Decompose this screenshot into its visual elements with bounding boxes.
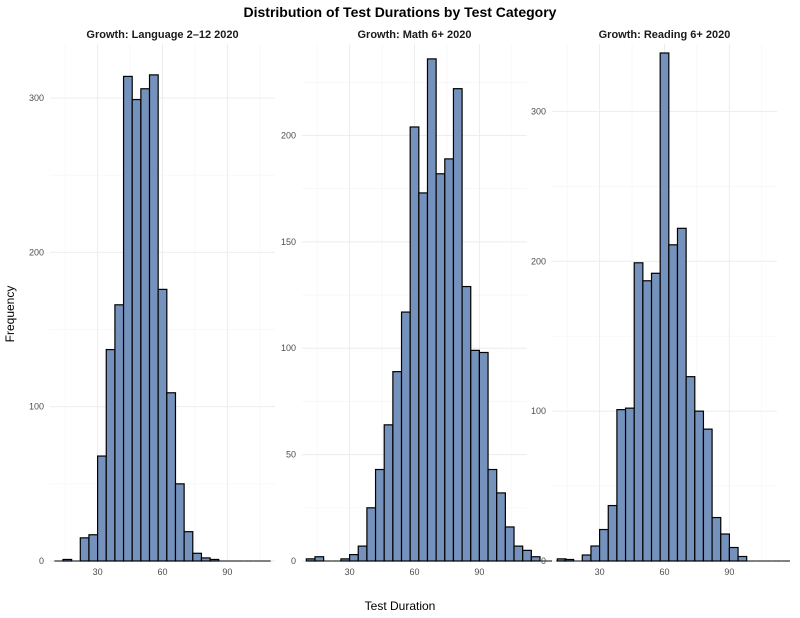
- histogram-bar: [166, 392, 177, 562]
- histogram-bar: [624, 407, 635, 562]
- histogram-bar: [114, 304, 125, 562]
- histogram-bar: [676, 227, 687, 562]
- histogram-bar: [530, 556, 541, 562]
- histogram-bar: [409, 126, 420, 562]
- histogram-bar: [366, 507, 377, 562]
- histogram-bar: [522, 549, 532, 562]
- y-tick-label: 150: [281, 237, 296, 247]
- histogram-bar: [209, 558, 220, 562]
- histogram-bar: [305, 558, 316, 562]
- y-tick-label: 300: [29, 93, 44, 103]
- histogram-bar: [183, 531, 194, 562]
- x-tick-label: 30: [595, 567, 605, 577]
- histogram-bar: [513, 545, 524, 562]
- x-tick-label: 60: [157, 567, 167, 577]
- y-tick-label: 200: [281, 130, 296, 140]
- histogram-bar: [96, 455, 107, 562]
- x-tick-label: 90: [724, 567, 734, 577]
- facet-panel: 0 100 200 300 30 60 90 Growth: Reading 6+ 2020: [531, 29, 790, 577]
- histogram-bar: [685, 376, 696, 562]
- histogram-bar: [314, 556, 325, 562]
- histogram-bar: [694, 410, 705, 562]
- histogram-bar: [340, 558, 351, 562]
- histogram-bar: [650, 272, 661, 562]
- histogram-bar: [737, 555, 748, 562]
- panel-title: Growth: Reading 6+ 2020: [599, 29, 731, 41]
- x-axis-label: Test Duration: [365, 599, 436, 613]
- histogram-bar: [131, 98, 142, 562]
- histogram-bar: [564, 558, 575, 562]
- histogram-bar: [487, 468, 498, 562]
- histogram-bar: [383, 424, 394, 562]
- y-tick-label: 0: [541, 556, 546, 566]
- histogram-bar: [444, 158, 455, 562]
- facet-panel: 0 50 100 150 200 30 60 90 Growth: Math 6+ 2020: [281, 29, 567, 577]
- y-axis-label: Frequency: [3, 286, 17, 343]
- y-tick-label: 200: [29, 247, 44, 257]
- histogram-bar: [62, 558, 73, 562]
- histogram-bar: [720, 533, 731, 562]
- histogram-bar: [633, 262, 644, 562]
- panel-title: Growth: Language 2–12 2020: [86, 29, 238, 41]
- y-tick-label: 100: [531, 406, 546, 416]
- histogram-bar: [659, 52, 670, 562]
- x-tick-label: 60: [409, 567, 419, 577]
- histogram-bar: [192, 552, 203, 562]
- histogram-bar: [348, 554, 359, 562]
- histogram-bar: [702, 428, 713, 562]
- y-tick-label: 100: [29, 402, 44, 412]
- histogram-bar: [668, 244, 679, 562]
- histogram-bar: [728, 546, 739, 562]
- histogram-bar: [122, 75, 133, 562]
- histogram-bar: [140, 88, 151, 562]
- y-tick-label: 50: [286, 450, 296, 460]
- chart-title: Distribution of Test Durations by Test C…: [244, 4, 557, 20]
- y-tick-label: 0: [39, 556, 44, 566]
- histogram-bar: [88, 534, 99, 562]
- histogram-bar: [607, 504, 618, 562]
- y-tick-label: 0: [291, 556, 296, 566]
- histogram-bar: [148, 74, 159, 562]
- histogram-bar: [504, 526, 515, 562]
- x-tick-label: 90: [474, 567, 484, 577]
- x-tick-label: 60: [659, 567, 669, 577]
- histogram-bar: [452, 88, 463, 562]
- histogram-bar: [392, 371, 403, 562]
- histogram-bar: [418, 192, 429, 562]
- histogram-bar: [470, 349, 481, 562]
- histogram-bar: [616, 409, 627, 562]
- histogram-bar: [581, 554, 592, 562]
- panel-title: Growth: Math 6+ 2020: [357, 29, 471, 41]
- histogram-bar: [642, 280, 653, 562]
- histogram-bar: [461, 285, 472, 562]
- histogram-bar: [79, 537, 90, 562]
- y-tick-label: 100: [281, 343, 296, 353]
- histogram-bar: [426, 58, 437, 562]
- histogram-bar: [357, 545, 368, 562]
- facet-panel: 0 100 200 300 30 60 90 Growth: Language 2–12 20…: [29, 29, 275, 577]
- histogram-bar: [496, 492, 506, 562]
- histogram-bar: [435, 173, 446, 562]
- histogram-bar: [105, 348, 116, 562]
- histogram-bar: [157, 288, 168, 562]
- x-tick-label: 90: [222, 567, 232, 577]
- histogram-bar: [200, 557, 211, 562]
- histogram-bar: [174, 483, 185, 562]
- y-tick-label: 200: [531, 256, 546, 266]
- histogram-bar: [374, 468, 385, 562]
- x-tick-label: 30: [345, 567, 355, 577]
- x-tick-label: 30: [93, 567, 103, 577]
- histogram-bar: [590, 545, 601, 562]
- histogram-bar: [711, 516, 722, 562]
- histogram-bar: [598, 528, 609, 562]
- y-tick-label: 300: [531, 106, 546, 116]
- histogram-bar: [478, 351, 489, 562]
- histogram-bar: [400, 311, 411, 562]
